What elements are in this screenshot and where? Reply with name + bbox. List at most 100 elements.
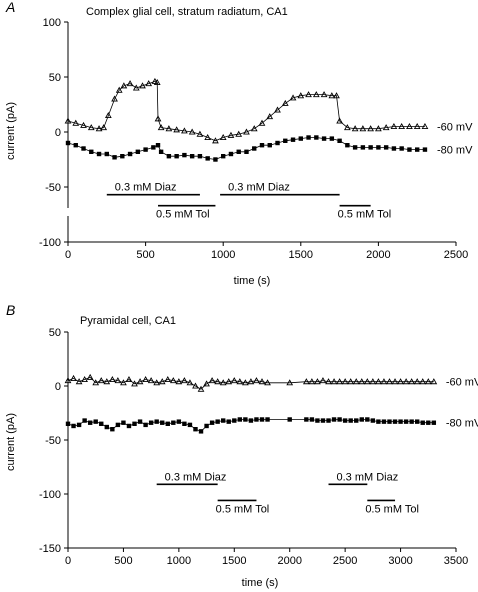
b-point-triangle [86,373,94,380]
b-point-square [182,421,187,426]
a-point-triangle [64,117,72,124]
a-point-triangle [382,124,390,131]
a-point-triangle [139,82,146,89]
b-point-square [193,427,198,432]
b-point-triangle [208,377,216,384]
b-x-tick-label: 0 [65,555,71,567]
b-point-triangle [380,378,388,385]
b-point-square [331,417,337,422]
a-point-square [73,143,78,148]
a-point-triangle [157,124,165,131]
b-point-square [381,419,387,424]
a-x-tick-label: 1500 [289,249,313,261]
a-series-line [67,80,425,142]
panel-b: B Pyramidal cell, CA1 current (pA) time … [5,302,478,589]
b-point-square [76,422,82,428]
a-point-square [155,143,161,148]
b-point-square [431,420,437,425]
b-point-triangle [125,375,133,383]
b-point-square [71,423,76,429]
a-point-square [112,155,117,160]
a-point-square [321,136,327,141]
a-point-square [174,154,179,159]
a-point-triangle [274,106,281,113]
b-point-triangle [92,379,100,386]
panel-b-xlabel: time (s) [242,577,279,589]
a-point-triangle [153,78,161,86]
b-point-square [365,417,370,422]
panel-a-ylabel: current (pA) [5,102,17,160]
a-drug-bar-label: 0.5 mM Tol [338,209,392,221]
a-point-square [244,149,249,154]
b-point-square [348,418,353,423]
b-point-triangle [203,380,210,387]
panel-b-label: B [6,302,15,318]
b-point-square [209,420,215,425]
b-series-label: -80 mV [446,418,478,430]
b-point-triangle [319,377,327,384]
a-point-triangle [243,128,250,135]
a-x-tick-label: 2000 [366,249,390,261]
a-point-square [166,154,172,159]
a-point-triangle [351,125,359,132]
a-point-square [252,146,257,151]
a-point-square [337,138,342,143]
b-point-triangle [408,378,416,385]
b-point-square [243,417,248,422]
a-point-triangle [120,82,128,89]
b-point-triangle [97,377,105,384]
b-x-tick-label: 2000 [277,555,301,567]
b-point-square [176,419,182,424]
a-point-square [120,154,125,159]
panel-a-title: Complex glial cell, stratum radiatum, CA… [86,6,288,18]
a-point-triangle [398,122,406,130]
b-point-square [370,418,376,423]
a-point-square [189,154,195,159]
a-point-square [267,143,272,148]
b-point-triangle [375,378,382,385]
a-point-square [205,156,210,161]
a-point-triangle [227,131,235,138]
a-point-square [197,154,203,159]
a-point-triangle [289,94,297,101]
a-point-triangle [421,122,429,130]
panel-a-xlabel: time (s) [234,275,271,287]
b-x-tick-label: 1000 [167,555,191,567]
b-point-triangle [103,378,111,385]
b-point-triangle [131,380,138,387]
b-point-square [121,420,126,425]
b-point-square [82,418,87,423]
a-y-tick-label: 100 [43,17,61,29]
b-point-square [226,419,231,424]
b-point-square [392,419,398,424]
a-drug-bar-label: 0.5 mM Tol [156,209,210,221]
b-point-square [304,417,309,422]
b-point-square [204,423,209,429]
a-point-triangle [333,92,340,99]
a-point-square [290,137,296,142]
b-point-square [426,420,431,425]
b-point-square [154,419,159,424]
b-point-triangle [247,378,255,385]
b-point-square [320,418,326,423]
a-point-square [360,145,366,150]
b-point-triangle [264,379,271,386]
b-point-square [187,422,193,428]
b-point-triangle [230,377,238,384]
a-series-label: -80 mV [437,145,473,157]
a-point-triangle [173,126,181,133]
b-point-triangle [325,378,332,385]
a-point-square [81,146,86,151]
a-point-triangle [95,125,103,132]
b-point-square [160,420,165,425]
a-point-square [329,136,335,141]
a-point-triangle [367,125,375,132]
b-drug-bar-label: 0.3 mM Diaz [165,471,227,483]
b-point-square [248,418,254,423]
a-drug-bar-label: 0.3 mM Diaz [115,182,177,194]
a-point-square [399,146,404,151]
b-point-triangle [413,378,421,385]
a-point-triangle [320,91,328,98]
